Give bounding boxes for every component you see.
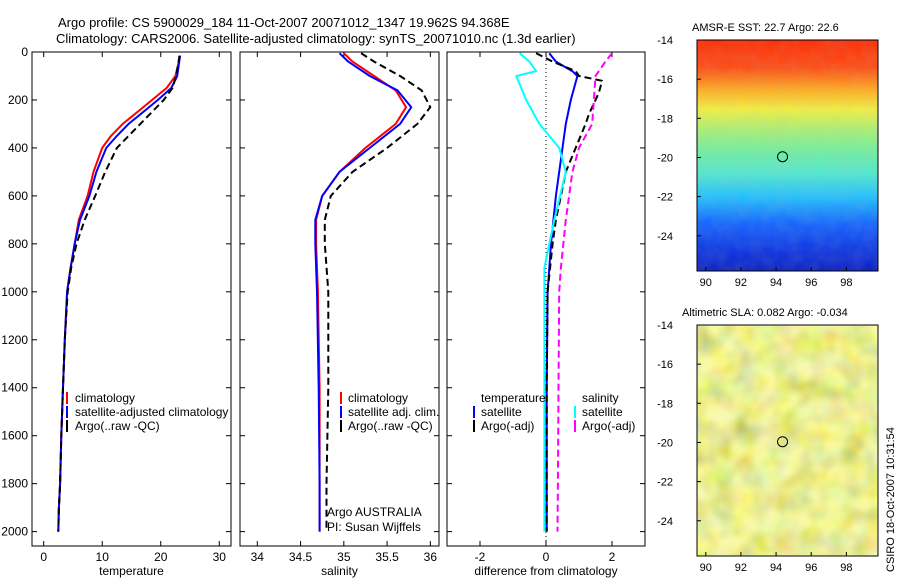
- sst-map-lon-tick-label: 96: [805, 277, 817, 289]
- salinity-plot-frame: [239, 51, 440, 547]
- legend-temperature-title: temperature: [481, 391, 546, 405]
- depth-tick-label: 0: [21, 45, 28, 59]
- difference-x-tick-label: -2: [475, 550, 486, 564]
- depth-tick-label: 400: [8, 141, 28, 155]
- legend-satellite-label: satellite adj. clim.: [348, 405, 439, 419]
- sla-map-lat-tick-label: -24: [657, 516, 673, 528]
- figure-title-line1: Argo profile: CS 5900029_184 11-Oct-2007…: [58, 15, 510, 30]
- sst-map-title: AMSR-E SST: 22.7 Argo: 22.6: [692, 22, 839, 34]
- difference-x-axis-label: difference from climatology: [474, 564, 617, 578]
- salinity-series-satellite-adj-clim: [314, 52, 413, 532]
- difference-series-argo-adj: [535, 52, 604, 532]
- depth-tick-label: 1200: [1, 333, 28, 347]
- temperature-legend: climatology satellite-adjusted climatolo…: [66, 391, 228, 433]
- sla-map-lat-tick-label: -14: [657, 320, 673, 332]
- sst-map-lon-tick-label: 92: [735, 277, 747, 289]
- legend-temp-argo-label: Argo(-adj): [481, 419, 534, 433]
- temperature-series-argo-raw-qc: [57, 55, 181, 532]
- sst-map-lon-tick-label: 90: [700, 277, 712, 289]
- legend-climatology-label: climatology: [348, 391, 408, 405]
- salinity-x-axis-label: salinity: [321, 564, 358, 578]
- legend-sal-argo-label: Argo(-adj): [582, 419, 635, 433]
- sla-map-lon-tick-label: 92: [735, 562, 747, 574]
- depth-tick-label: 1000: [1, 285, 28, 299]
- legend-temp-satellite-label: satellite: [481, 405, 522, 419]
- sst-map-frame: [696, 39, 879, 272]
- sst-map-lat-tick-label: -24: [657, 231, 673, 243]
- sst-map-lat-tick-label: -14: [657, 35, 673, 47]
- salinity-x-tick-label: 36: [424, 550, 438, 564]
- depth-tick-label: 600: [8, 189, 28, 203]
- argo-position-marker: [777, 151, 789, 163]
- sla-map-lat-tick-label: -22: [657, 477, 673, 489]
- float-annotation-line2: PI: Susan Wijffels: [327, 520, 421, 534]
- salinity-series-argo-raw-qc: [323, 52, 432, 532]
- salinity-panel: 34 34.5 35 35.5 36 salinity: [239, 51, 440, 578]
- sst-map: 90 92 94 96 98 -14 -16 -18 -20 -22 -24: [657, 35, 879, 289]
- legend-sal-satellite-label: satellite: [582, 405, 623, 419]
- temperature-x-tick-label: 30: [213, 550, 227, 564]
- sla-map-lat-tick-label: -16: [657, 359, 673, 371]
- depth-tick-label: 1400: [1, 381, 28, 395]
- depth-tick-label: 1600: [1, 429, 28, 443]
- sla-map-lon-tick-label: 98: [840, 562, 852, 574]
- sla-map: 90 92 94 96 98 -14 -16 -18 -20 -22 -24: [657, 320, 879, 574]
- depth-tick-label: 800: [8, 237, 28, 251]
- sst-map-lat-tick-label: -16: [657, 74, 673, 86]
- sla-map-lon-tick-label: 96: [805, 562, 817, 574]
- figure-title-line2: Climatology: CARS2006. Satellite-adjuste…: [56, 31, 576, 46]
- temperature-panel: 0 10 20 30 0 200 400 600 800 1000 1200 1400 1600 1800…: [1, 45, 232, 578]
- salinity-legend: climatology satellite adj. clim. Argo(..…: [340, 391, 439, 433]
- sst-map-lat-tick-label: -22: [657, 192, 673, 204]
- float-annotation-line1: Argo AUSTRALIA: [327, 505, 422, 519]
- sla-map-lon-tick-label: 94: [770, 562, 782, 574]
- depth-tick-label: 2000: [1, 525, 28, 539]
- difference-series-satellite: [545, 52, 579, 532]
- sst-map-lon-tick-label: 98: [840, 277, 852, 289]
- temperature-plot-frame: [31, 51, 232, 547]
- sst-map-lat-tick-label: -18: [657, 113, 673, 125]
- depth-tick-label: 200: [8, 93, 28, 107]
- sla-map-lat-tick-label: -20: [657, 437, 673, 449]
- salinity-x-tick-label: 34.5: [289, 550, 313, 564]
- legend-satellite-label: satellite-adjusted climatology: [75, 405, 228, 419]
- legend-argo-label: Argo(..raw -QC): [75, 419, 160, 433]
- temperature-x-tick-label: 10: [96, 550, 110, 564]
- sla-map-lat-tick-label: -18: [657, 398, 673, 410]
- temperature-x-tick-label: 20: [154, 550, 168, 564]
- credit-label: CSIRO 18-Oct-2007 10:31:54: [885, 427, 897, 572]
- temperature-x-tick-label: 0: [40, 550, 47, 564]
- sla-map-title: Altimetric SLA: 0.082 Argo: -0.034: [682, 307, 848, 319]
- difference-x-tick-label: 2: [609, 550, 616, 564]
- legend-argo-label: Argo(..raw -QC): [348, 419, 433, 433]
- legend-salinity-title: salinity: [582, 391, 619, 405]
- legend-climatology-label: climatology: [75, 391, 135, 405]
- argo-position-marker: [777, 436, 789, 448]
- difference-series-satellite: [515, 52, 567, 532]
- salinity-x-tick-label: 34: [251, 550, 265, 564]
- sst-map-lat-tick-label: -20: [657, 152, 673, 164]
- sla-map-frame: [696, 324, 879, 557]
- difference-legend: temperature satellite Argo(-adj) salinit…: [473, 391, 635, 433]
- difference-x-tick-label: 0: [543, 550, 550, 564]
- salinity-x-tick-label: 35.5: [375, 550, 399, 564]
- temperature-x-axis-label: temperature: [99, 564, 164, 578]
- sst-map-lon-tick-label: 94: [770, 277, 782, 289]
- difference-series-argo-adj: [556, 52, 613, 532]
- depth-tick-label: 1800: [1, 477, 28, 491]
- sla-map-lon-tick-label: 90: [700, 562, 712, 574]
- salinity-x-tick-label: 35: [337, 550, 351, 564]
